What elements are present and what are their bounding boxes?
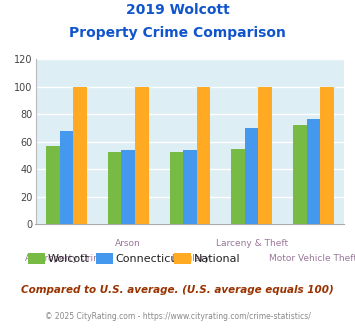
Text: All Property Crime: All Property Crime [25, 254, 108, 263]
Bar [307, 118, 320, 224]
Text: Arson: Arson [115, 239, 141, 248]
Text: Wolcott: Wolcott [48, 254, 90, 264]
Text: Compared to U.S. average. (U.S. average equals 100): Compared to U.S. average. (U.S. average … [21, 285, 334, 295]
Text: 2019 Wolcott: 2019 Wolcott [126, 3, 229, 17]
Text: Property Crime Comparison: Property Crime Comparison [69, 26, 286, 40]
Bar [245, 128, 258, 224]
Bar [60, 131, 73, 224]
Bar [73, 87, 87, 224]
Bar [135, 87, 148, 224]
Bar [121, 150, 135, 224]
Bar [197, 87, 210, 224]
Bar [170, 151, 183, 224]
Text: Motor Vehicle Theft: Motor Vehicle Theft [269, 254, 355, 263]
Bar [108, 151, 121, 224]
Text: National: National [193, 254, 240, 264]
Bar [46, 146, 60, 224]
Text: Connecticut: Connecticut [115, 254, 182, 264]
Text: © 2025 CityRating.com - https://www.cityrating.com/crime-statistics/: © 2025 CityRating.com - https://www.city… [45, 312, 310, 321]
Bar [183, 150, 197, 224]
Text: Larceny & Theft: Larceny & Theft [215, 239, 288, 248]
Text: Burglary: Burglary [171, 254, 209, 263]
Bar [293, 125, 307, 224]
Bar [258, 87, 272, 224]
Bar [231, 149, 245, 224]
Bar [320, 87, 334, 224]
